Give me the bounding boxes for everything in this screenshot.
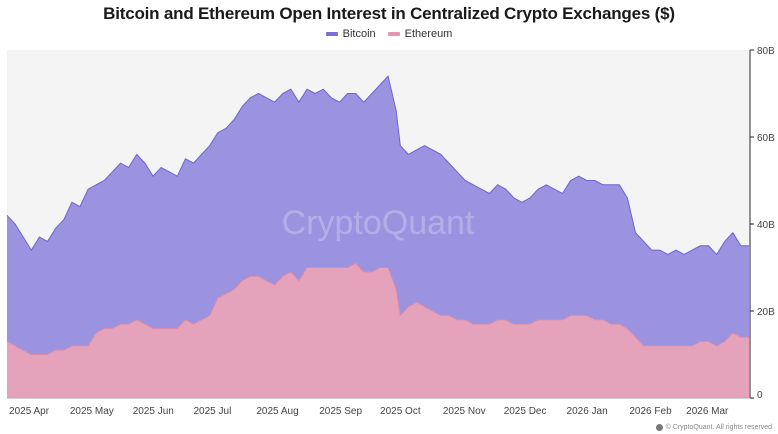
x-tick-label: 2025 Dec	[504, 406, 547, 417]
x-tick-label: 2026 Feb	[629, 406, 672, 417]
legend-swatch-bitcoin	[325, 32, 338, 36]
series-line-ethereum	[6, 262, 749, 355]
footer-text: © CryptoQuant. All rights reserved	[665, 424, 772, 431]
x-tick-label: 2025 Nov	[443, 406, 486, 417]
x-tick-label: 2025 Aug	[256, 406, 298, 417]
y-tick-label: 0	[757, 390, 763, 401]
legend: Bitcoin Ethereum	[0, 28, 778, 40]
x-tick-label: 2025 Oct	[380, 406, 421, 417]
legend-swatch-ethereum	[387, 32, 400, 36]
y-tick-label: 80B	[757, 46, 775, 57]
y-tick-label: 40B	[757, 220, 775, 231]
series-area-bitcoin	[7, 76, 749, 398]
legend-item-bitcoin[interactable]: Bitcoin	[325, 28, 376, 40]
chart-title: Bitcoin and Ethereum Open Interest in Ce…	[103, 4, 675, 23]
x-tick-label: 2025 May	[70, 406, 114, 417]
x-tick-label: 2026 Mar	[686, 406, 729, 417]
x-tick-label: 2025 Jun	[133, 406, 174, 417]
x-tick-label: 2025 Sep	[319, 406, 362, 417]
legend-label-ethereum: Ethereum	[404, 28, 453, 40]
footer-note: © CryptoQuant. All rights reserved	[655, 424, 772, 431]
watermark-text: CryptoQuant	[282, 204, 475, 242]
legend-item-ethereum[interactable]: Ethereum	[387, 28, 453, 40]
legend-label-bitcoin: Bitcoin	[342, 28, 376, 40]
x-tick-label: 2025 Jul	[194, 406, 232, 417]
x-tick-label: 2025 Apr	[9, 406, 50, 417]
series-area-ethereum	[7, 263, 749, 398]
cryptoquant-logo-icon	[655, 424, 663, 431]
y-tick-label: 60B	[757, 133, 775, 144]
series-line-bitcoin	[6, 75, 749, 256]
x-tick-label: 2026 Jan	[567, 406, 608, 417]
y-tick-label: 20B	[757, 307, 775, 318]
